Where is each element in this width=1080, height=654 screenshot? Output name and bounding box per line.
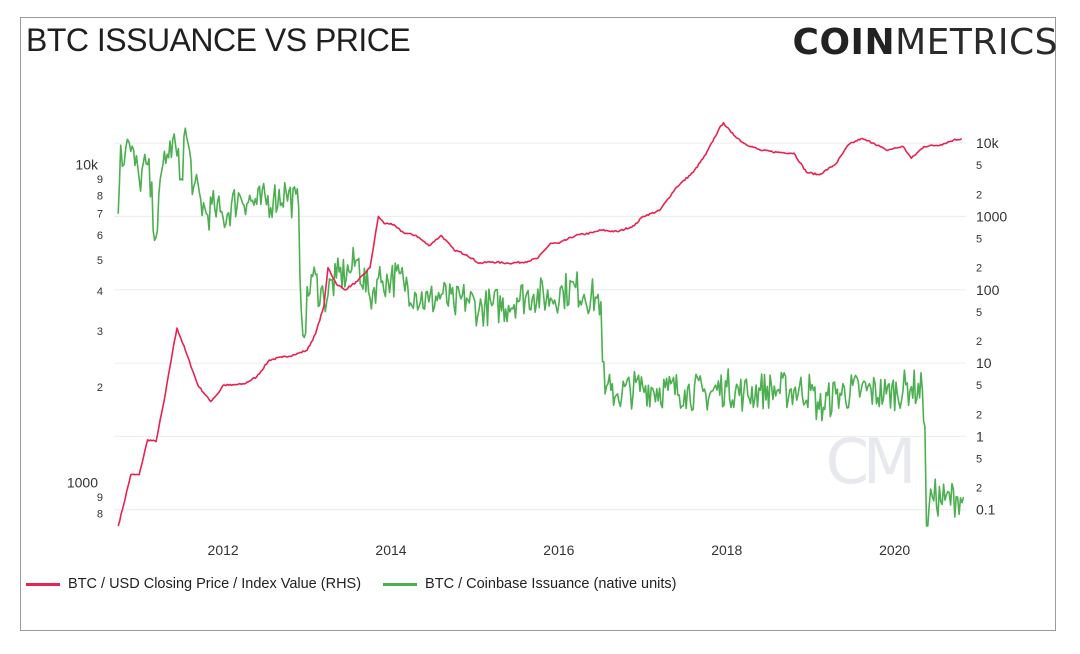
y-left-minor-label: 9 [97,174,103,186]
x-tick-label: 2020 [879,542,910,558]
y-left-minor-label: 8 [97,508,103,520]
legend-item-price[interactable]: BTC / USD Closing Price / Index Value (R… [26,576,361,592]
legend: BTC / USD Closing Price / Index Value (R… [26,576,699,592]
legend-swatch-price [26,582,60,586]
y-right-minor-label: 2 [976,263,982,275]
y-right-minor-label: 5 [976,380,982,392]
x-tick-label: 2016 [543,542,574,558]
legend-swatch-issuance [383,582,418,586]
series-line-issuance [117,127,965,527]
y-left-minor-label: 6 [97,230,103,242]
watermark: CM [826,425,911,498]
y-right-minor-label: 5 [976,307,982,319]
y-right-major-label: 0.1 [976,502,996,518]
y-left-minor-label: 4 [97,286,103,298]
y-right-minor-label: 5 [976,160,982,172]
y-left-minor-label: 2 [97,382,103,394]
y-left-minor-label: 9 [97,492,103,504]
chart-title: BTC ISSUANCE VS PRICE [26,22,411,58]
y-right-minor-label: 2 [976,409,982,421]
chart-frame [20,17,1056,631]
coinmetrics-logo: COINMETRICS [793,22,1058,63]
y-right-minor-label: 5 [976,453,982,465]
y-right-major-label: 10k [976,135,1000,151]
y-left-minor-label: 3 [97,326,103,338]
x-tick-label: 2018 [711,542,742,558]
y-right-minor-label: 5 [976,234,982,246]
axes: 2012 2014 2016 2018 202010k1000987654329810k… [67,135,1008,558]
legend-label-price: BTC / USD Closing Price / Index Value (R… [68,576,362,592]
y-left-minor-label: 8 [97,190,103,202]
legend-label-issuance: BTC / Coinbase Issuance (native units) [425,576,677,592]
series-line-price [117,121,963,527]
x-tick-label: 2012 [208,542,239,558]
y-right-minor-label: 2 [976,483,982,495]
logo-thin-text: METRICS [895,22,1058,63]
y-left-minor-label: 5 [97,255,103,267]
x-tick-label: 2014 [375,542,406,558]
y-right-major-label: 1 [976,428,984,444]
grid-lines [114,142,966,511]
y-left-major-label: 1000 [67,475,98,491]
y-right-major-label: 10 [976,355,992,371]
series-layer [117,121,965,527]
y-left-major-label: 10k [75,156,99,172]
y-right-minor-label: 2 [976,336,982,348]
legend-item-issuance[interactable]: BTC / Coinbase Issuance (native units) [383,576,677,592]
y-right-major-label: 1000 [976,208,1007,224]
y-right-major-label: 100 [976,282,1000,298]
y-left-minor-label: 7 [97,209,103,221]
y-right-minor-label: 2 [976,189,982,201]
logo-bold-text: COIN [792,22,896,63]
